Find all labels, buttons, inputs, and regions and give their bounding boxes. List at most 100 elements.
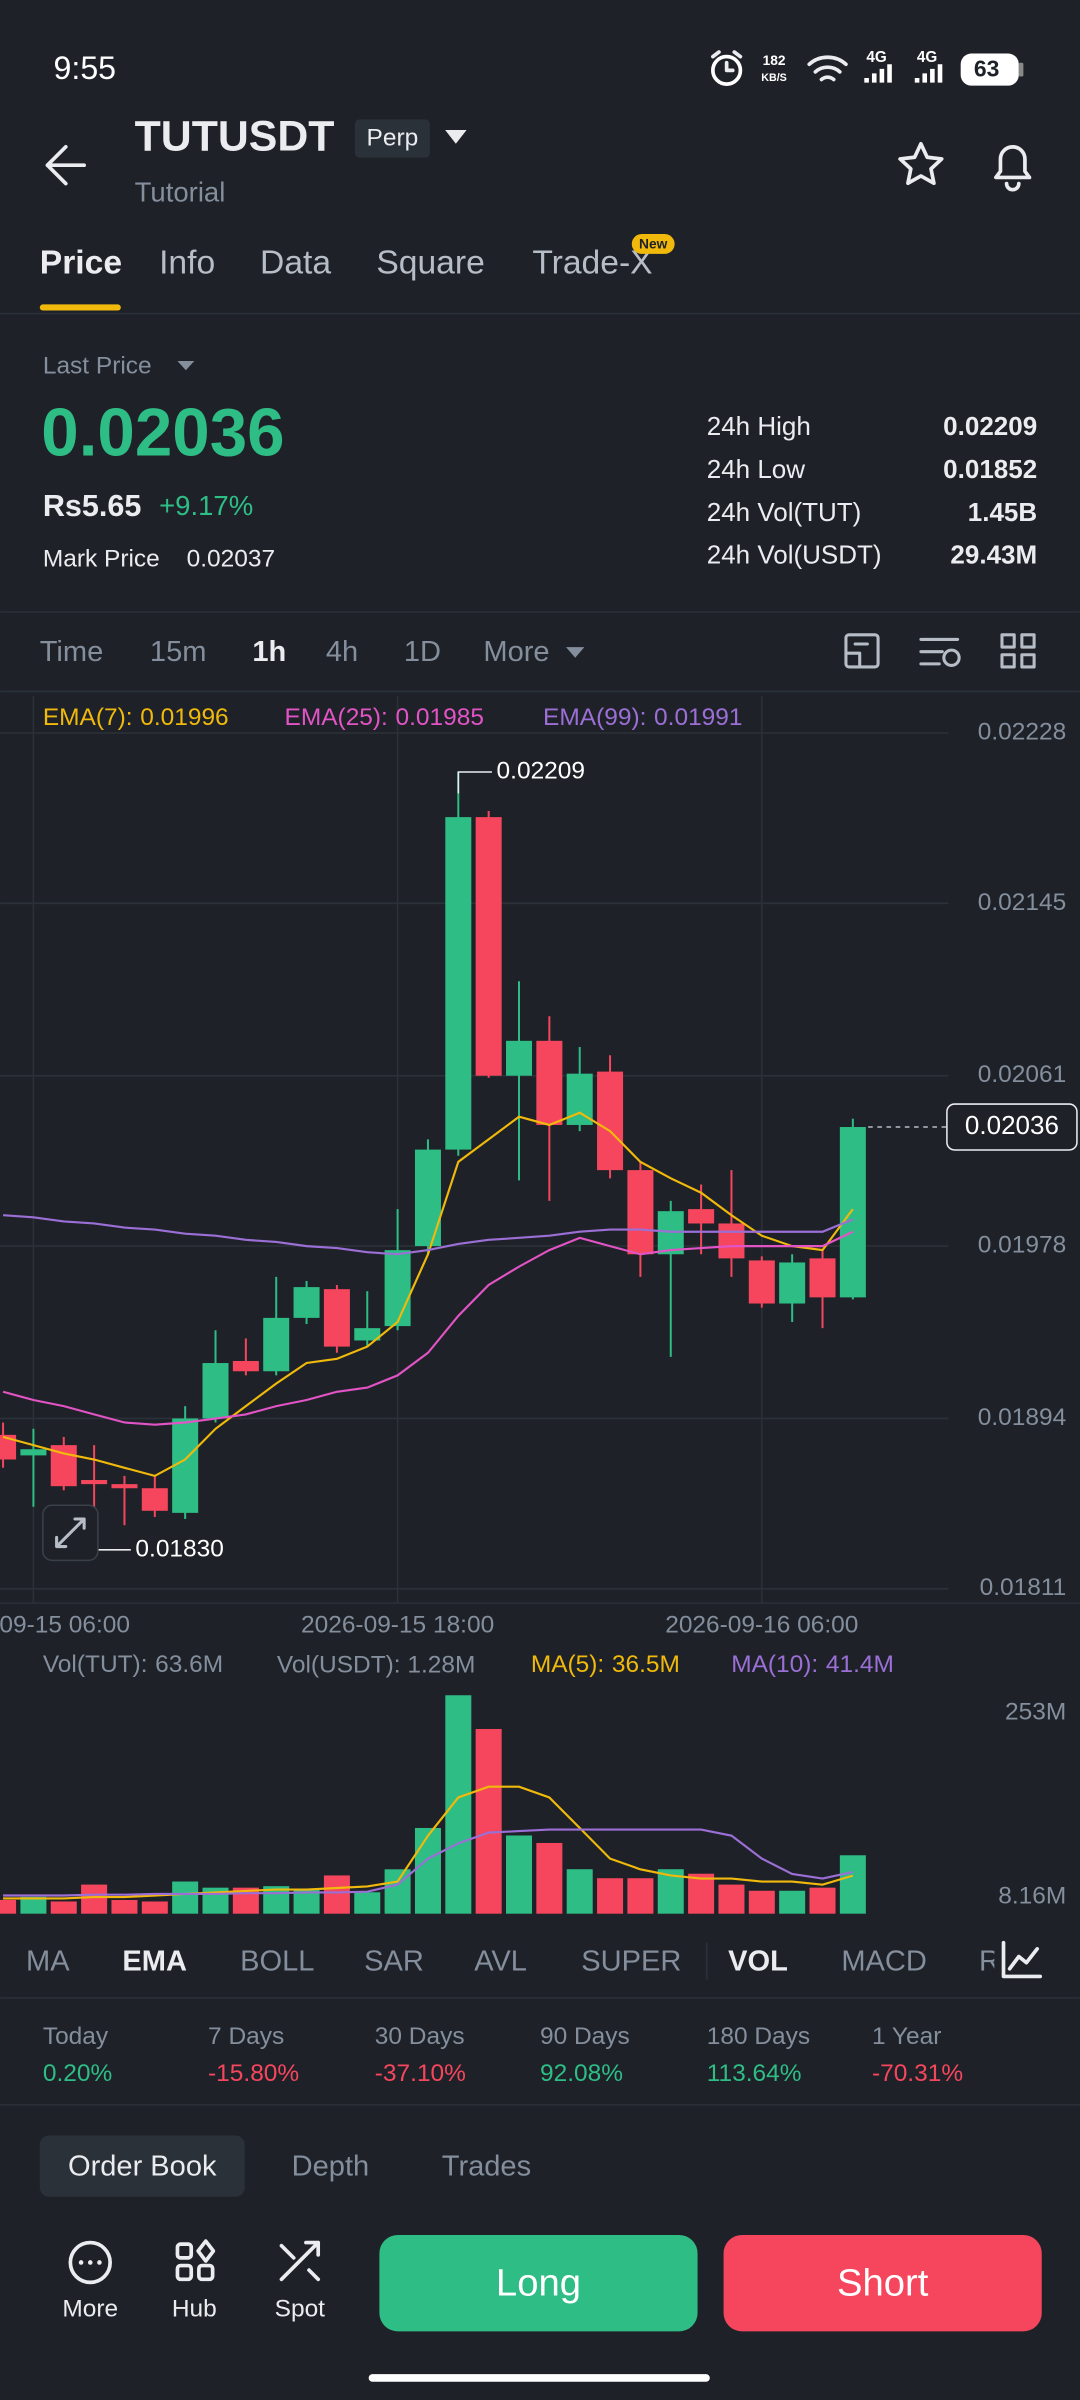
candle-body	[688, 1209, 715, 1224]
last-price-dropdown[interactable]	[177, 361, 195, 371]
ema-line	[2, 1214, 854, 1256]
symbol-subtitle: Tutorial	[135, 177, 226, 208]
chart-settings-button[interactable]	[1001, 1940, 1043, 1979]
interval-dropdown	[566, 647, 585, 658]
y-tick-label: 0.01978	[978, 1232, 1066, 1259]
indicator-tab[interactable]: BOLL	[240, 1945, 314, 1977]
last-price-label: Last Price	[43, 353, 152, 380]
hub-icon[interactable]	[175, 2239, 216, 2282]
legend-name: EMA(25):	[285, 704, 388, 731]
alert-button[interactable]	[994, 145, 1032, 192]
legend-name: EMA(99):	[543, 704, 646, 731]
last-price: 0.02036	[41, 395, 284, 470]
stats: 24h High 0.02209 24h Low 0.01852 24h Vol(TUT…	[707, 411, 1037, 569]
y-tick-label: 253M	[1005, 1699, 1066, 1726]
expand-button[interactable]	[42, 1504, 99, 1562]
performance-label: 1 Year	[872, 2023, 941, 2050]
contract-badge	[354, 119, 430, 158]
interval[interactable]: 1h	[252, 636, 286, 668]
short-button[interactable]	[723, 2234, 1042, 2332]
volume-bar	[536, 1842, 563, 1914]
performance-label: Today	[43, 2023, 109, 2050]
last-price-tag-label: 0.02036	[965, 1110, 1059, 1140]
y-tick-label: 0.02145	[978, 889, 1066, 916]
indicator-tab[interactable]: EMA	[122, 1945, 187, 1977]
indicator-tab[interactable]: MACD	[841, 1945, 927, 1977]
candle-body	[445, 817, 472, 1150]
spot-icon[interactable]	[279, 2240, 321, 2282]
indicator-tab[interactable]: VOL	[728, 1945, 788, 1977]
indicator-tab[interactable]: MA	[26, 1945, 70, 1977]
indicator-tabs: MA EMA BOLL SAR AVL SUPER VOL MACD R	[26, 1945, 1000, 1977]
interval[interactable]: 15m	[150, 636, 207, 668]
legend-entry: Vol(TUT): 63.6M	[43, 1651, 223, 1678]
ema-line	[2, 1230, 854, 1426]
volume-bar	[172, 1881, 199, 1914]
legend-value: 0.01996	[140, 704, 228, 731]
legend-entry: EMA(25): 0.01985	[285, 704, 484, 731]
candle-body	[172, 1418, 199, 1513]
last-price-tag	[946, 1103, 1078, 1151]
interval[interactable]: 4h	[326, 636, 358, 668]
book-tab[interactable]: Order Book	[68, 2150, 217, 2182]
volume-bar	[20, 1896, 47, 1914]
favorite-button[interactable]	[898, 141, 944, 186]
tab[interactable]: Info	[159, 245, 215, 282]
candle-body	[718, 1223, 745, 1259]
indicator-tab[interactable]: SAR	[364, 1945, 424, 1977]
interval[interactable]: More	[483, 636, 549, 668]
volume-bar	[748, 1890, 775, 1914]
book-tab[interactable]: Depth	[292, 2150, 370, 2182]
long-button[interactable]	[379, 2234, 698, 2332]
symbol-dropdown[interactable]	[445, 130, 467, 144]
volume-bar	[688, 1873, 715, 1914]
battery-tip	[1018, 62, 1024, 77]
tab[interactable]: Square	[376, 245, 484, 282]
chart-settings-bg	[994, 1930, 1080, 1992]
nav-label[interactable]: Hub	[172, 2295, 217, 2322]
book-tab[interactable]: Trades	[442, 2150, 531, 2182]
volume-bar	[81, 1884, 108, 1914]
legend-name: Vol(TUT):	[43, 1651, 148, 1678]
network-1: 4G	[866, 49, 886, 66]
legend-name: MA(10):	[731, 1651, 818, 1678]
candle-body	[748, 1260, 775, 1304]
mark-price-label: Mark Price	[43, 545, 160, 572]
low-label: 0.01830	[135, 1535, 223, 1562]
legend-entry: Vol(USDT): 1.28M	[277, 1651, 476, 1678]
interval[interactable]: 1D	[404, 636, 441, 668]
volume-bar	[323, 1875, 350, 1914]
net-unit: KB/S	[761, 72, 787, 84]
tab[interactable]: Trade-X	[532, 245, 652, 282]
back-button[interactable]	[45, 145, 86, 186]
legend-entry: EMA(7): 0.01996	[43, 704, 229, 731]
volume-bar	[475, 1728, 502, 1914]
performance-value: -37.10%	[375, 2060, 466, 2087]
volume-bar	[809, 1887, 836, 1914]
indicator-settings[interactable]	[919, 637, 961, 667]
signal-2	[914, 64, 943, 83]
drawing-tool[interactable]	[844, 633, 880, 669]
volume-bar	[718, 1884, 745, 1914]
stat-label: 24h Vol(TUT)	[707, 497, 862, 527]
price-chart: 0.02228 0.02145 0.02061 0.01978 0.01894 0.018…	[0, 696, 1080, 1639]
nav-label[interactable]: More	[62, 2295, 118, 2322]
nav-label[interactable]: Spot	[275, 2295, 326, 2322]
more-icon[interactable]	[68, 2240, 112, 2285]
indicator-tab[interactable]: SUPER	[581, 1945, 681, 1977]
y-tick-label: 0.02228	[978, 718, 1066, 745]
tab[interactable]: Price	[40, 245, 122, 282]
stat-value: 1.45B	[968, 497, 1037, 527]
indicator-tab[interactable]: AVL	[474, 1945, 527, 1977]
interval[interactable]: Time	[40, 636, 103, 668]
y-tick-label: 0.01811	[980, 1574, 1067, 1601]
candle-body	[141, 1488, 168, 1511]
volume-chart: 253M 8.16M Vol(TUT): 63.6M Vol(USDT): 1.28M M…	[0, 1651, 1066, 1914]
layout-tool[interactable]	[1000, 633, 1036, 669]
tab[interactable]: Data	[260, 245, 331, 282]
y-tick-label: 0.01894	[978, 1404, 1066, 1431]
performance-value: 0.20%	[43, 2060, 112, 2087]
